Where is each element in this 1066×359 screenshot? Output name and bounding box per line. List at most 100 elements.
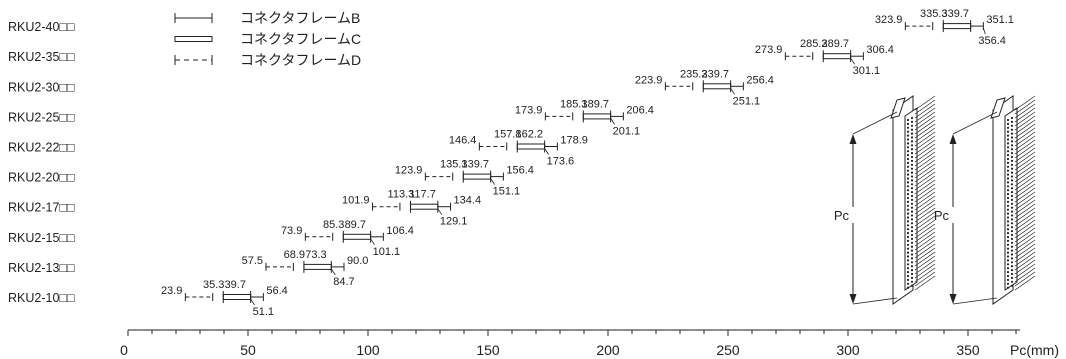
connector-pin [910, 210, 914, 213]
connector-wire [914, 115, 936, 131]
value-label: 206.4 [626, 104, 654, 116]
connector-pin [910, 261, 914, 264]
connector-wire [1014, 227, 1036, 243]
connector-pin [1006, 255, 1010, 258]
connector-wire [914, 139, 936, 155]
connector-wire [914, 179, 936, 195]
connector-wire [1014, 167, 1036, 183]
connector-pin [910, 237, 914, 240]
connector-pin [1010, 198, 1014, 201]
pc-label-bg [835, 207, 857, 223]
frame-c-range [342, 233, 372, 240]
value-label: 273.9 [755, 44, 783, 56]
range-row: 73.9 85.3 89.7 106.4 101.1 [281, 219, 414, 258]
legend-label-c: コネクタフレームC [240, 31, 361, 47]
value-label: 146.4 [449, 135, 477, 147]
connector-wire [914, 191, 936, 207]
value-leader [850, 57, 855, 65]
connector-wire [1014, 123, 1036, 139]
value-label: 189.7 [582, 98, 610, 110]
pc-arrow-down-icon [949, 294, 957, 304]
connector-pin [1006, 134, 1010, 137]
connector-pin [906, 274, 910, 278]
connector-pin [906, 138, 910, 141]
connector-wire [1014, 219, 1036, 235]
value-label: 23.9 [161, 285, 182, 297]
x-tick-label: 350 [956, 342, 980, 358]
connector-illustrations: Pc Pc [834, 95, 1036, 305]
connector-pin [1006, 138, 1010, 141]
connector-pin [906, 208, 910, 211]
connector-pin [906, 278, 910, 281]
connector-pin [906, 216, 910, 219]
connector-pin [906, 189, 910, 192]
connector-pin [1010, 241, 1014, 244]
connector-pin [906, 232, 910, 235]
connector-pin [1006, 181, 1010, 184]
connector-pin [1010, 152, 1014, 155]
connector-pin [910, 284, 914, 287]
connector-wire [1014, 119, 1036, 135]
connector-pin [906, 118, 910, 122]
connector-pin [910, 198, 914, 201]
connector-wire [1014, 103, 1036, 119]
value-label: 156.4 [506, 165, 534, 177]
connector-pin [1006, 193, 1010, 196]
connector-pin [1006, 185, 1010, 188]
connector-pin [1006, 126, 1010, 129]
connector-pin [910, 148, 914, 151]
x-tick-label: 0 [120, 342, 128, 358]
connector-pin [906, 165, 910, 168]
value-leader [544, 148, 549, 155]
connector-pin [1010, 163, 1014, 166]
connector-pin [906, 247, 910, 250]
range-rows: 23.9 35.3 39.7 56.4 51.1 57.5 68.9 73.3 90.0 84.7… [161, 8, 1014, 318]
connector-pin [1006, 243, 1010, 246]
connector-pin [1006, 271, 1010, 274]
connector-pin [906, 185, 910, 188]
pc-extension-line [852, 297, 898, 305]
connector-pin [1010, 230, 1014, 233]
x-tick-label: 250 [716, 342, 740, 358]
connector-wire [914, 195, 936, 211]
connector-pin [1006, 232, 1010, 235]
connector-pin [1006, 146, 1010, 149]
connector-pin [1010, 120, 1014, 123]
legend-label-d: コネクタフレームD [240, 52, 361, 68]
connector-wire [914, 155, 936, 171]
connector-pin [910, 245, 914, 248]
connector-pin [1006, 154, 1010, 157]
connector-pin [1006, 216, 1010, 219]
connector-pin [1006, 239, 1010, 242]
connector-pin [1006, 130, 1010, 133]
connector-wire [1014, 243, 1036, 259]
value-label: 178.9 [560, 135, 588, 147]
value-label: 223.9 [635, 74, 663, 86]
value-label: 335.3 [920, 8, 948, 20]
connector-pin [1006, 161, 1010, 164]
connector-pin [906, 130, 910, 133]
connector-pin [1010, 284, 1014, 287]
connector-wire [914, 251, 936, 267]
category-label: RKU2-20□□ [8, 171, 75, 185]
connector-pin [910, 272, 914, 276]
connector-pin [1006, 208, 1010, 211]
connector-pin [1010, 202, 1014, 205]
connector-wire [1014, 95, 1036, 111]
x-tick-label: 50 [240, 342, 256, 358]
connector-pin [1006, 200, 1010, 203]
connector-wire [914, 199, 936, 215]
connector-wire [1014, 111, 1036, 127]
connector-wire [914, 219, 936, 235]
connector-wire [914, 271, 936, 287]
category-labels: RKU2-10□□ RKU2-13□□ RKU2-15□□ RKU2-17□□ RKU2… [8, 20, 75, 305]
connector-pin [906, 263, 910, 266]
connector-pin [1010, 183, 1014, 186]
connector-wire [914, 131, 936, 147]
value-label: 151.1 [493, 186, 521, 198]
pc-arrow-up-icon [849, 134, 857, 144]
value-label: 201.1 [613, 125, 641, 137]
value-leader [490, 178, 495, 185]
frame-c-range [303, 263, 332, 270]
